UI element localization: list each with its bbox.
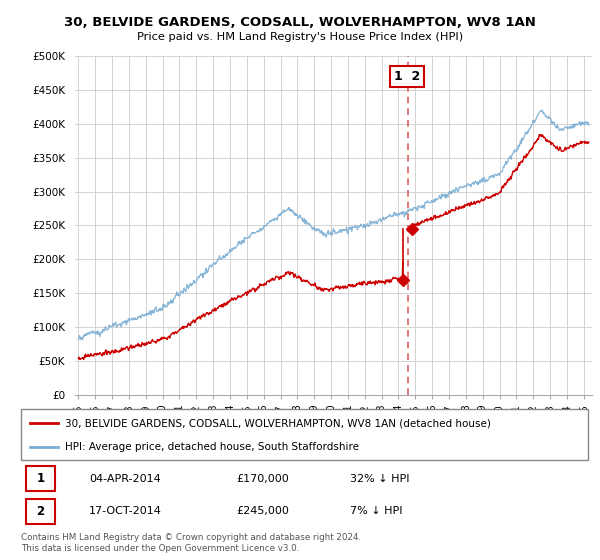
Text: HPI: Average price, detached house, South Staffordshire: HPI: Average price, detached house, Sout… (65, 442, 359, 452)
Text: 32% ↓ HPI: 32% ↓ HPI (350, 474, 409, 484)
Text: Contains HM Land Registry data © Crown copyright and database right 2024.
This d: Contains HM Land Registry data © Crown c… (21, 533, 361, 553)
Text: £245,000: £245,000 (236, 506, 289, 516)
Text: Price paid vs. HM Land Registry's House Price Index (HPI): Price paid vs. HM Land Registry's House … (137, 32, 463, 43)
Text: 30, BELVIDE GARDENS, CODSALL, WOLVERHAMPTON, WV8 1AN: 30, BELVIDE GARDENS, CODSALL, WOLVERHAMP… (64, 16, 536, 29)
Text: 2: 2 (36, 505, 44, 518)
Text: 17-OCT-2014: 17-OCT-2014 (89, 506, 162, 516)
Text: 1: 1 (36, 472, 44, 485)
Text: £170,000: £170,000 (236, 474, 289, 484)
Text: 1  2: 1 2 (394, 70, 420, 83)
Text: 30, BELVIDE GARDENS, CODSALL, WOLVERHAMPTON, WV8 1AN (detached house): 30, BELVIDE GARDENS, CODSALL, WOLVERHAMP… (65, 418, 491, 428)
FancyBboxPatch shape (21, 409, 588, 460)
FancyBboxPatch shape (26, 499, 55, 524)
Text: 7% ↓ HPI: 7% ↓ HPI (350, 506, 403, 516)
FancyBboxPatch shape (26, 466, 55, 491)
Text: 04-APR-2014: 04-APR-2014 (89, 474, 161, 484)
